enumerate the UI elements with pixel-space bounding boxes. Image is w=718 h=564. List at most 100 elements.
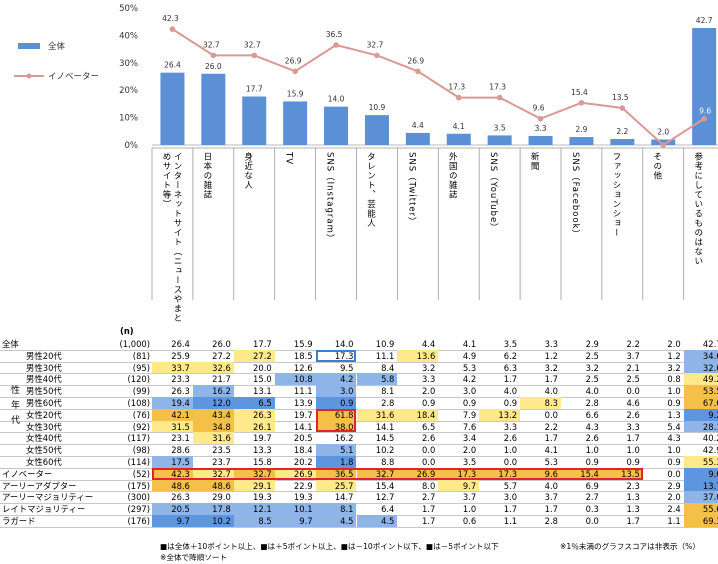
table-cell: 8.0 [421, 480, 436, 491]
line-value-label: 32.7 [367, 40, 384, 49]
table-cell: 2.7 [585, 492, 599, 503]
table-cell: 1.7 [544, 504, 558, 515]
table-cell: 6.9 [585, 480, 599, 491]
row-n: (176) [127, 516, 150, 526]
table-cell: 10.2 [192, 515, 234, 527]
table-cell: 11.1 [375, 350, 395, 361]
line-value-label: 26.9 [285, 56, 302, 65]
table-cell: 15.0 [253, 374, 272, 385]
table-cell: 42.3 [152, 467, 193, 480]
table-cell: 32.6 [683, 361, 718, 374]
table-cell: 9.7 [274, 515, 316, 527]
table-cell: 1.7 [421, 504, 436, 515]
table-cell: 27.2 [212, 350, 231, 361]
line-point [374, 52, 380, 59]
table-cell: 37.0 [683, 491, 718, 504]
line-point [210, 52, 217, 59]
table-cell: 3.3 [626, 421, 640, 432]
table-cell: 4.5 [356, 515, 398, 527]
table-cell: 17.3 [438, 467, 480, 480]
row-label: 女性50代 [26, 445, 62, 456]
line-point [660, 142, 667, 148]
row-n: (1,000) [119, 339, 150, 349]
table-cell: 3.2 [585, 362, 599, 373]
table-cell: 6.3 [503, 362, 518, 373]
table-cell: 0.9 [421, 398, 436, 408]
table-cell: 5.8 [356, 373, 398, 386]
category-label: SNS（YouTube） [488, 152, 499, 233]
table-cell: 2.0 [462, 445, 477, 456]
bar-value-label: 2.0 [657, 128, 669, 137]
legend-bar-swatch [18, 43, 40, 49]
table-cell: 31.6 [356, 408, 398, 421]
table-cell: 48.6 [152, 479, 193, 492]
row-label: 男性60代 [26, 398, 62, 408]
table-cell: 20.5 [152, 503, 193, 516]
row-divider [0, 503, 718, 505]
bar [446, 133, 471, 145]
table-cell: 18.4 [397, 408, 439, 421]
table-cell: 4.4 [421, 339, 436, 349]
table-cell: 0.9 [462, 398, 477, 408]
table-cell: 6.5 [233, 397, 275, 409]
category-label: SNS（Instagram） [324, 152, 335, 244]
bar-value-label: 17.7 [246, 85, 263, 94]
bar [364, 115, 389, 145]
bar-line-chart: 0% 10% 20% 30% 40% 50% 26.4 26.0 17.7 15.9 14.0 10.… [14, 4, 718, 300]
table-cell: 4.3 [585, 421, 599, 432]
table-cell: 17.3 [479, 467, 521, 480]
table-cell: 0.9 [315, 397, 357, 409]
row-divider [0, 444, 718, 446]
row-label: 女性20代 [26, 409, 62, 420]
table-cell: 10.9 [375, 339, 395, 349]
table-cell: 55.6 [683, 503, 718, 516]
table-cell: 27.2 [233, 349, 275, 362]
highlight-box-red-column [315, 408, 357, 433]
table-cell: 2.7 [421, 492, 436, 503]
legend-line-marker [26, 73, 32, 79]
line-point [333, 42, 339, 48]
table-cell: 26.9 [274, 467, 316, 480]
table-cell: 16.2 [192, 385, 234, 398]
table-cell: 13.3 [253, 445, 272, 456]
table-cell: 6.4 [381, 504, 395, 515]
table-cell: 15.4 [375, 480, 395, 491]
table-cell: 0.3 [585, 504, 599, 515]
table-cell: 8.5 [233, 515, 275, 527]
table-cell: 2.0 [667, 339, 681, 349]
table-cell: 4.3 [667, 433, 681, 444]
table-cell: 19.7 [293, 409, 313, 420]
table-cell: 38.0 [315, 420, 357, 433]
table-cell: 4.0 [544, 480, 558, 491]
footnote: ※1％未満のグラフスコアは非表示（%） [560, 542, 700, 551]
table-cell: 29.1 [233, 479, 275, 492]
table-cell: 1.0 [667, 386, 681, 397]
line-value-label: 32.7 [203, 40, 220, 49]
row-divider [0, 385, 718, 387]
table-cell: 14.0 [334, 339, 354, 349]
innovator-line [171, 28, 705, 147]
group-label: 性年代 [9, 385, 19, 431]
table-cell: 3.3 [544, 339, 558, 349]
table-cell: 3.7 [626, 350, 640, 361]
table-cell: 5.3 [462, 362, 477, 373]
table-cell: 13.5 [601, 467, 643, 480]
table-cell: 15.4 [561, 467, 602, 480]
table-cell: 23.3 [171, 374, 190, 385]
row-n: (175) [127, 480, 150, 491]
table-cell: 21.7 [212, 374, 231, 385]
table-cell: 49.2 [683, 373, 718, 386]
table-cell: 7.9 [462, 409, 477, 420]
table-cell: 9.7 [152, 515, 193, 527]
table-cell: 29.0 [212, 492, 231, 503]
table-cell: 1.7 [421, 516, 436, 526]
line-value-label: 15.4 [571, 88, 588, 97]
table-cell: 69.3 [683, 515, 718, 527]
table-cell: 2.4 [667, 504, 681, 515]
table-cell: 13.6 [397, 349, 439, 362]
table-cell: 15.8 [253, 457, 272, 467]
table-cell: 0.9 [626, 457, 640, 467]
legend-line-label: イノベーター [48, 72, 99, 82]
category-label: 身近な人 [242, 152, 253, 190]
row-n: (300) [127, 492, 150, 503]
